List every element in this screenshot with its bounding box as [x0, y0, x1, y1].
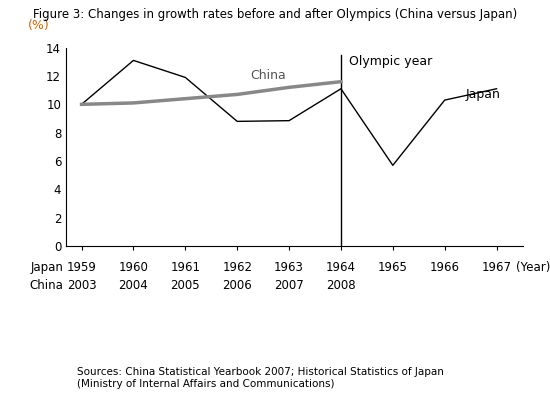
Text: 1963: 1963: [274, 262, 304, 274]
Text: 2007: 2007: [274, 279, 304, 292]
Text: 1959: 1959: [67, 262, 96, 274]
Text: (Year): (Year): [516, 262, 550, 274]
Text: (%): (%): [28, 19, 50, 32]
Text: 1965: 1965: [378, 262, 408, 274]
Text: 1961: 1961: [170, 262, 200, 274]
Text: 2006: 2006: [222, 279, 252, 292]
Text: 2003: 2003: [67, 279, 96, 292]
Text: 1966: 1966: [430, 262, 460, 274]
Text: 2004: 2004: [119, 279, 148, 292]
Text: Sources: China Statistical Yearbook 2007; Historical Statistics of Japan
(Minist: Sources: China Statistical Yearbook 2007…: [77, 368, 444, 389]
Text: 1962: 1962: [222, 262, 252, 274]
Text: 1960: 1960: [118, 262, 148, 274]
Text: Japan: Japan: [30, 262, 63, 274]
Text: 1964: 1964: [326, 262, 356, 274]
Text: China: China: [29, 279, 63, 292]
Text: Japan: Japan: [465, 88, 501, 101]
Text: 2005: 2005: [170, 279, 200, 292]
Text: Olympic year: Olympic year: [349, 55, 432, 68]
Text: 1967: 1967: [482, 262, 512, 274]
Text: China: China: [250, 69, 286, 83]
Text: Figure 3: Changes in growth rates before and after Olympics (China versus Japan): Figure 3: Changes in growth rates before…: [33, 8, 517, 21]
Text: 2008: 2008: [326, 279, 356, 292]
